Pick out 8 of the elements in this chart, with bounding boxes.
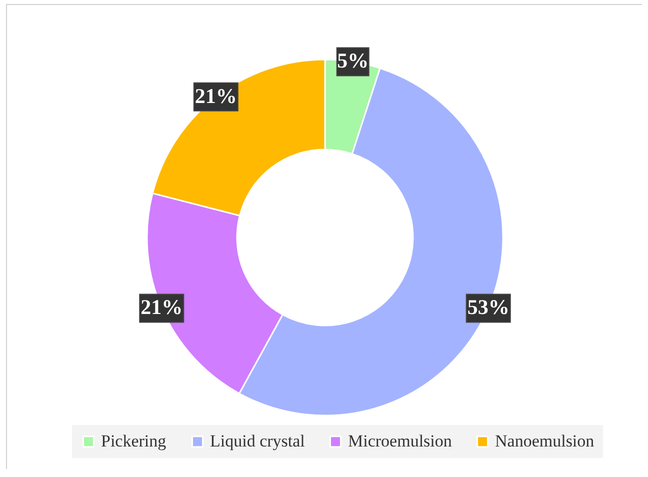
legend-label: Microemulsion — [348, 432, 452, 451]
legend-label: Pickering — [101, 432, 167, 451]
legend-label: Nanoemulsion — [495, 432, 595, 451]
legend-label: Liquid crystal — [210, 432, 306, 451]
data-label: 21% — [194, 84, 237, 108]
data-label: 53% — [467, 295, 510, 320]
data-label: 21% — [140, 295, 183, 320]
data-label: 5% — [337, 48, 369, 73]
